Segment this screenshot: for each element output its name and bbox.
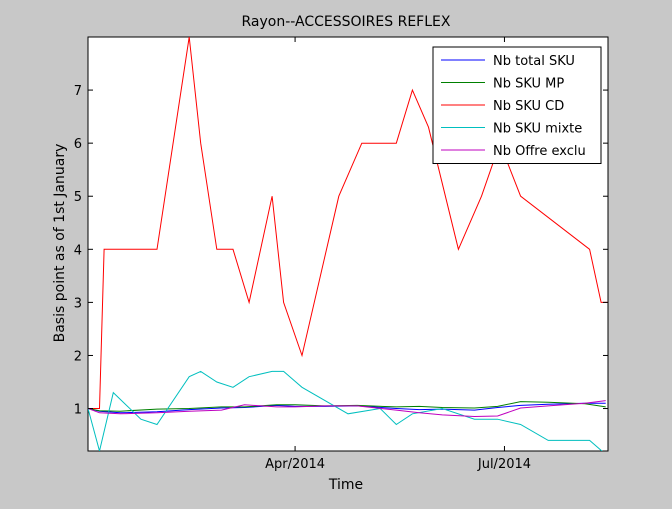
- y-axis-label: Basis point as of 1st January: [52, 144, 68, 343]
- y-tick-label: 4: [74, 243, 82, 258]
- x-tick-label: Apr/2014: [265, 457, 325, 472]
- legend-label: Nb SKU mixte: [493, 122, 582, 137]
- y-tick-label: 7: [74, 84, 82, 99]
- y-tick-label: 1: [74, 403, 82, 418]
- tick-layer: 1 2 3 4 5 6 7 Apr/2014 Jul/2014: [74, 37, 608, 472]
- y-tick-label: 5: [74, 190, 82, 205]
- y-tick-label: 6: [74, 137, 82, 152]
- y-tick-label: 3: [74, 296, 82, 311]
- y-tick-label: 2: [74, 349, 82, 364]
- legend-label: Nb SKU CD: [493, 99, 564, 114]
- x-axis-label: Time: [328, 477, 363, 493]
- chart-title: Rayon--ACCESSOIRES REFLEX: [242, 14, 451, 30]
- legend-label: Nb total SKU: [493, 54, 575, 69]
- legend-label: Nb SKU MP: [493, 77, 564, 92]
- chart-legend: Nb total SKU Nb SKU MP Nb SKU CD Nb SKU mix…: [432, 46, 602, 164]
- legend-label: Nb Offre exclu: [493, 144, 586, 159]
- x-tick-label: Jul/2014: [477, 457, 531, 472]
- series-layer: [88, 37, 608, 451]
- series-line-5: [88, 400, 606, 418]
- series-line-4: [88, 370, 603, 451]
